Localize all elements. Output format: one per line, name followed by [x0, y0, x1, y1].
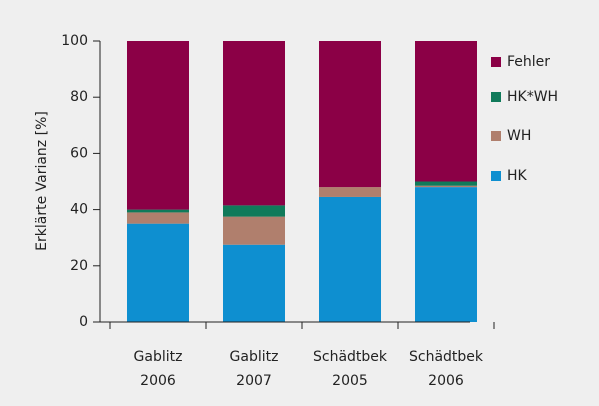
legend-label: HK*WH — [507, 89, 558, 105]
legend-swatch — [491, 171, 501, 181]
legend-swatch — [491, 131, 501, 141]
bar-segment — [415, 185, 477, 188]
y-tick-label: 20 — [70, 258, 88, 274]
bar-segment — [127, 223, 189, 322]
bar-segment — [223, 244, 285, 322]
x-tick-label: Gablitz 2007 — [230, 349, 279, 389]
bar-segment — [319, 41, 381, 188]
x-tick-label: Schädtbek 2006 — [409, 349, 484, 389]
bar-segment — [223, 216, 285, 245]
legend-label: WH — [507, 128, 531, 144]
y-tick-label: 0 — [79, 314, 88, 330]
x-tick-label-line: 2007 — [236, 373, 272, 389]
legend-swatch — [491, 92, 501, 102]
legend-label: HK — [507, 168, 528, 184]
legend-label: Fehler — [507, 54, 550, 70]
bar-segment — [319, 196, 381, 322]
bar-segment — [127, 41, 189, 210]
y-axis-label: Erklärte Varianz [%] — [34, 111, 50, 251]
bar-segment — [127, 209, 189, 213]
y-tick-label: 80 — [70, 89, 88, 105]
bar-segment — [415, 187, 477, 322]
bar-segment — [223, 41, 285, 206]
x-tick-label-line: Schädtbek — [409, 349, 484, 365]
x-tick-label: Schädtbek 2005 — [313, 349, 388, 389]
bar-segment — [127, 212, 189, 224]
legend-swatch — [491, 57, 501, 67]
x-tick-label-line: 2006 — [140, 373, 176, 389]
y-tick-label: 100 — [61, 33, 88, 49]
y-tick-label: 60 — [70, 145, 88, 161]
x-tick-label-line: Gablitz — [230, 349, 279, 365]
bar-segment — [415, 181, 477, 186]
x-tick-label-line: 2006 — [428, 373, 464, 389]
x-tick-label-line: Gablitz — [134, 349, 183, 365]
bar-segment — [415, 41, 477, 182]
bar-segment — [223, 205, 285, 217]
y-tick-label: 40 — [70, 202, 88, 218]
x-tick-label-line: 2005 — [332, 373, 368, 389]
x-tick-label-line: Schädtbek — [313, 349, 388, 365]
x-tick-label: Gablitz 2006 — [134, 349, 183, 389]
bar-segment — [319, 187, 381, 197]
